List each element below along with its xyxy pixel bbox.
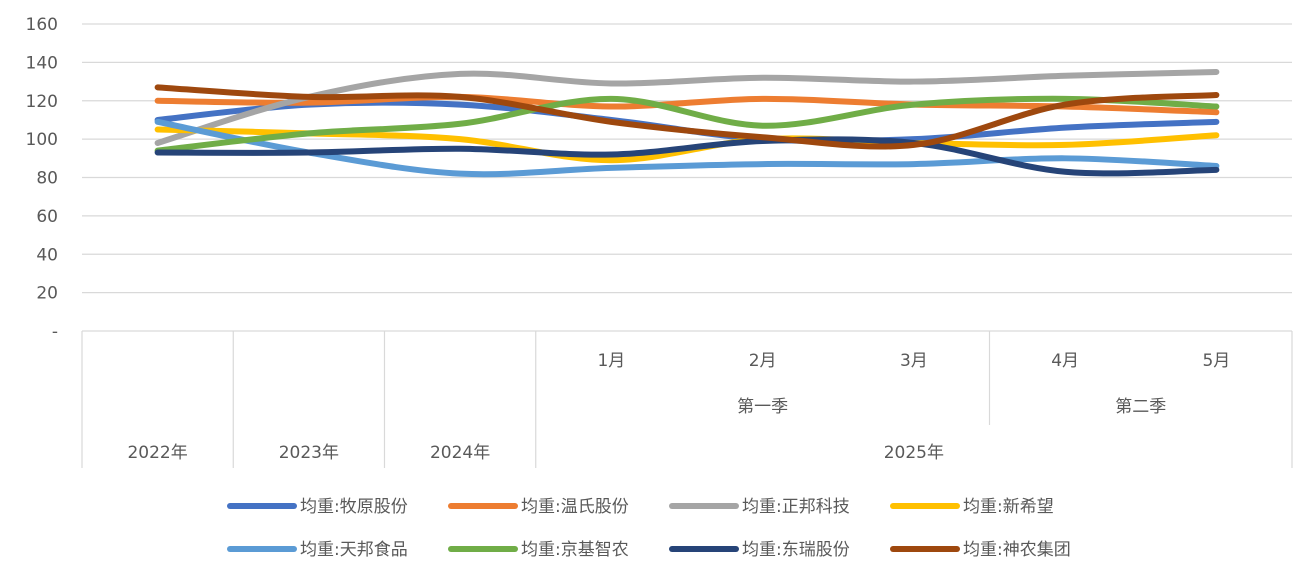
series-lines (154, 68, 1220, 178)
y-tick-label: 20 (36, 284, 58, 304)
y-tick-label: 60 (36, 207, 58, 227)
y-tick-label: 160 (26, 15, 58, 35)
legend-label: 均重:神农集团 (963, 540, 1071, 560)
y-tick-label: 100 (26, 130, 58, 150)
x-tick-label-quarter: 第一季 (737, 397, 788, 417)
x-tick-label-year: 2023年 (279, 443, 339, 463)
y-axis-tick-labels: - 20 40 60 80 100 120 140 160 (26, 15, 58, 342)
x-tick-label-year: 2022年 (127, 443, 187, 463)
legend-label: 均重:天邦食品 (300, 540, 408, 560)
y-tick-label: 120 (26, 92, 58, 112)
y-tick-label: 140 (26, 53, 58, 73)
legend-label: 均重:东瑞股份 (742, 540, 850, 560)
x-tick-label-year: 2024年 (430, 443, 490, 463)
series-line-7 (154, 84, 1220, 150)
legend-label: 均重:温氏股份 (521, 497, 629, 517)
x-tick-label-month: 3月 (900, 351, 928, 371)
x-tick-label-month: 5月 (1202, 351, 1230, 371)
x-tick-label-month: 4月 (1051, 351, 1079, 371)
x-tick-label-year: 2025年 (884, 443, 944, 463)
y-tick-label: 80 (36, 169, 58, 189)
x-tick-label-month: 1月 (597, 351, 625, 371)
x-tick-label-quarter: 第二季 (1115, 397, 1166, 417)
y-tick-label: 40 (36, 245, 58, 265)
legend-label: 均重:正邦科技 (742, 497, 850, 517)
x-tick-label-month: 2月 (749, 351, 777, 371)
chart-gridlines (82, 23, 1292, 332)
legend-label: 均重:牧原股份 (300, 497, 408, 517)
legend-label: 均重:新希望 (963, 497, 1054, 517)
series-line-4 (154, 118, 1220, 178)
series-line-2 (154, 68, 1220, 146)
series-line-5 (154, 95, 1220, 154)
legend-label: 均重:京基智农 (521, 540, 629, 560)
y-tick-label: - (52, 322, 58, 342)
series-line-6 (154, 136, 1220, 177)
